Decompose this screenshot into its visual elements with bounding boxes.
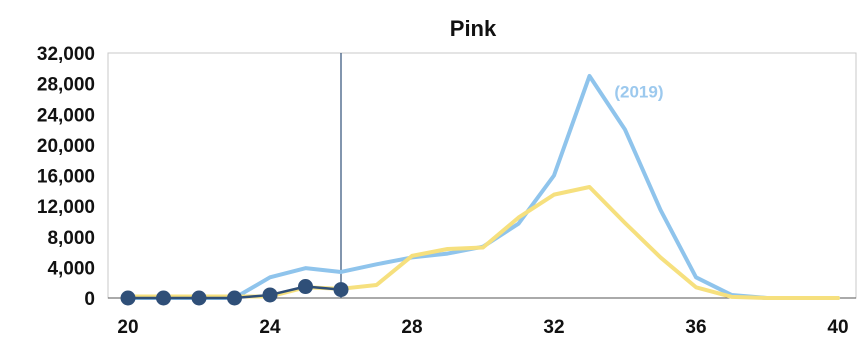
- y-tick-label: 8,000: [47, 228, 95, 249]
- series-layer: [120, 73, 840, 306]
- y-axis-ticks: 0 4,000 8,000 12,000 16,000 20,000 24,000 28,00…: [37, 44, 95, 310]
- y-tick-label: 28,000: [37, 75, 95, 96]
- y-tick-label: 24,000: [37, 105, 95, 126]
- chart-title: Pink: [450, 16, 497, 41]
- y-tick-label: 32,000: [37, 44, 95, 65]
- series-1-line: [126, 184, 840, 300]
- series-2-point: [298, 279, 313, 295]
- y-tick-label: 0: [84, 289, 95, 310]
- x-tick-label: 28: [401, 317, 422, 338]
- series-0-line: [126, 73, 840, 300]
- series-2-point: [227, 290, 242, 306]
- x-axis-ticks: 20 24 28 32 36 40: [117, 317, 848, 338]
- x-tick-label: 40: [827, 317, 848, 338]
- x-tick-label: 20: [117, 317, 138, 338]
- x-tick-label: 36: [685, 317, 706, 338]
- series-2-point: [120, 290, 136, 306]
- year-annotation: (2019): [614, 82, 663, 101]
- y-tick-label: 4,000: [47, 258, 95, 279]
- y-tick-label: 12,000: [37, 197, 95, 218]
- series-2-point: [262, 287, 278, 303]
- plot-area-border: [107, 52, 857, 299]
- series-2-point: [191, 290, 207, 306]
- y-tick-label: 20,000: [37, 136, 95, 157]
- x-tick-label: 24: [259, 317, 281, 338]
- x-tick-label: 32: [543, 317, 564, 338]
- series-2-point: [156, 290, 171, 306]
- series-2-point: [333, 282, 349, 298]
- y-tick-label: 16,000: [37, 167, 95, 188]
